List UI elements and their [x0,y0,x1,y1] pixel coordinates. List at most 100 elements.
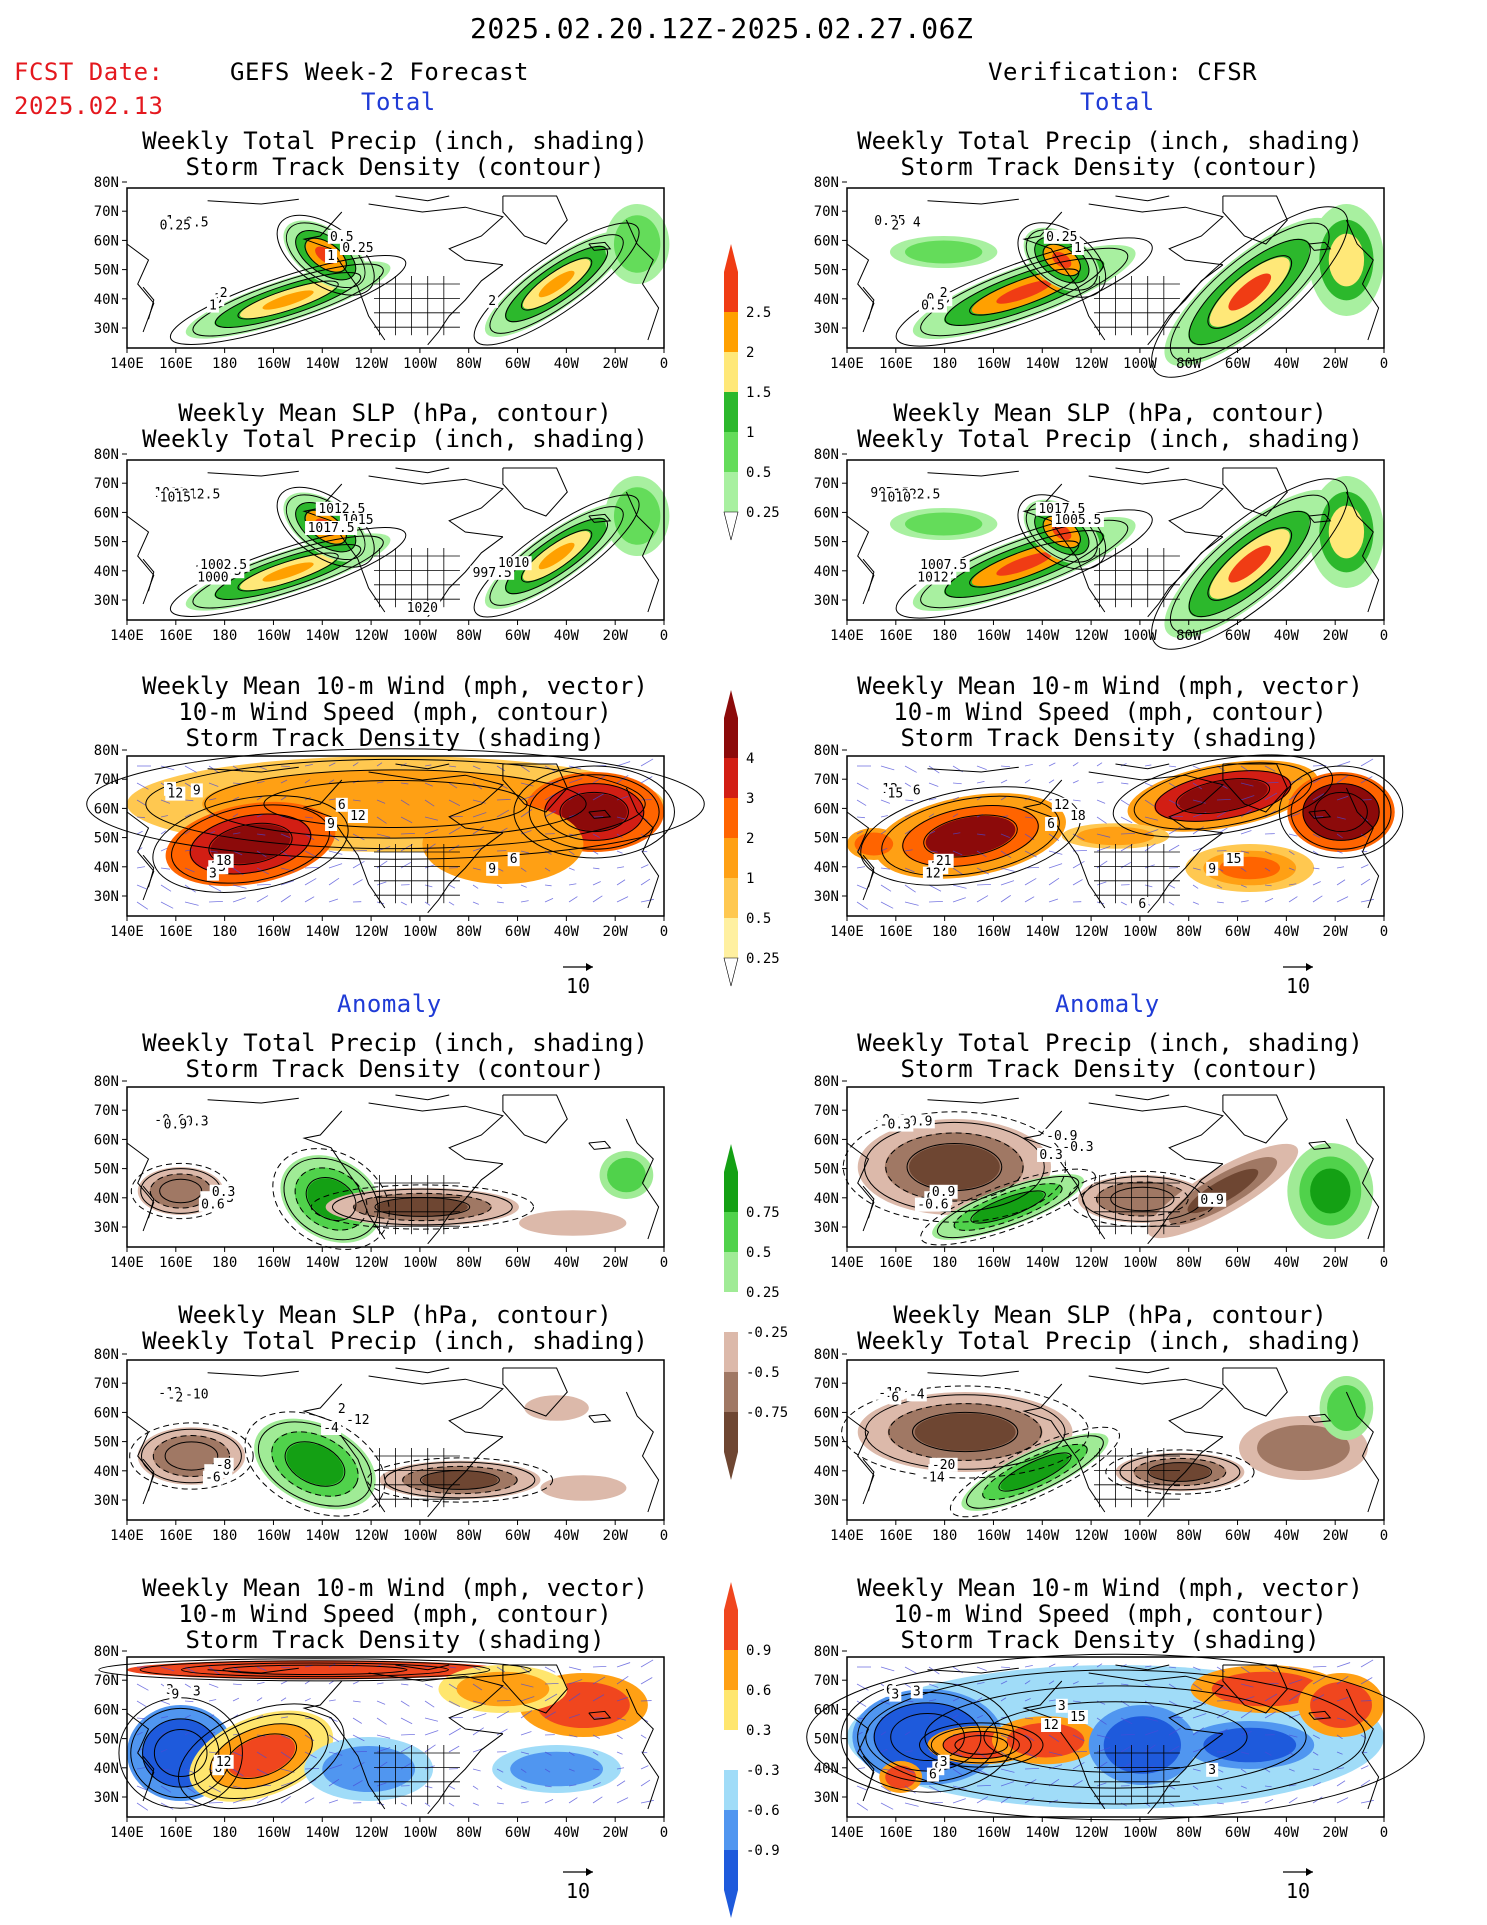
gefs-anom-wind-track-xtick-label-0: 140E [110,1825,144,1841]
gefs-anom-slp-precip-contour-1-3 [284,1441,346,1487]
gefs-anom-wind-track-wind-vector-5 [256,1666,267,1671]
gefs-anom-wind-track-wind-vector-83 [544,1711,556,1719]
cfsr-total-slp-precip-xtick-label-0: 140E [830,628,864,644]
panel-title-line: Weekly Total Precip (inch, shading) [857,1327,1363,1355]
cfsr-anom-slp-precip-contour-label-1: -4 [909,1387,925,1402]
gefs-anom-wind-track-wind-vector-13 [448,1666,457,1669]
gefs-total-precip-storm-track-ytick-label-5: 80N [94,175,119,191]
gefs-total-wind-track-frame [126,755,665,917]
gefs-total-slp-precip-contour-label-bg-6 [315,501,368,516]
colorbar-anom-track-swatch-5 [724,1650,738,1690]
cfsr-anom-slp-precip-contour-2-2 [1133,1457,1227,1487]
fcst-date-label: FCST Date: [14,58,164,86]
gefs-total-wind-track-contour-label-bg-1 [190,783,203,798]
cfsr-anom-wind-track-wind-vector-9 [1072,1663,1079,1668]
cfsr-total-wind-track-coastline-1 [1088,771,1224,834]
gefs-anom-precip-storm-track-xtick-label-2: 180 [212,1255,237,1271]
gefs-total-precip-storm-track-ytick-label-2: 50N [94,263,119,279]
gefs-anom-wind-track-wind-vector-176 [136,1802,149,1811]
panel-title-line: Weekly Total Precip (inch, shading) [857,127,1363,155]
gefs-anom-slp-precip-contour-2-2 [402,1465,518,1495]
gefs-total-precip-storm-track-xtick-label-4: 140W [305,356,339,372]
colorbar-total-track-label-4: 3 [746,791,754,807]
gefs-anom-wind-track-wind-vector-191 [496,1802,504,1805]
cfsr-anom-wind-track-contour-label-bg-4 [937,1754,950,1769]
panel-title-line: Storm Track Density (contour) [900,153,1320,181]
gefs-total-wind-track-wind-vector-177 [160,901,174,909]
cfsr-total-wind-track-wind-vector-13 [1168,765,1177,768]
cfsr-anom-wind-track-frame [846,1656,1385,1818]
cfsr-anom-wind-track-contour-0-0 [806,1653,1425,1821]
cfsr-anom-precip-storm-track-coastline-3 [1222,1094,1288,1144]
gefs-total-wind-track-wind-vector-154 [136,884,148,890]
cfsr-total-precip-storm-track-contour-label-6: 0.25 [1046,230,1077,245]
cfsr-anom-wind-track-coastline-3 [1222,1664,1288,1714]
gefs-anom-slp-precip-ytick-label-2: 50N [94,1435,119,1451]
cfsr-total-wind-track-xtick-label-6: 100W [1123,924,1157,940]
colorbar-anom-track [724,1582,738,1918]
cfsr-total-slp-precip-ytick-label-0: 30N [814,593,839,609]
cfsr-total-slp-precip-xtick-label-11: 0 [1380,628,1388,644]
gefs-anom-wind-track-wind-vector-42 [616,1675,629,1685]
cfsr-total-wind-track-wind-vector-53 [1072,799,1081,802]
gefs-anom-slp-precip-coastline-5 [588,1413,612,1423]
cfsr-total-slp-precip-ytick-label-3: 60N [814,505,839,521]
cfsr-total-wind-track-contour-label-bg-2 [885,786,906,801]
gefs-anom-wind-track-wind-vector-32 [376,1682,384,1685]
cfsr-total-precip-storm-track-coastline-4 [1345,219,1380,341]
gefs-anom-wind-track-wind-vector-69 [208,1714,215,1719]
cfsr-anom-slp-precip-contour-label-bg-5 [918,1470,947,1485]
cfsr-total-slp-precip-contour-label-7: 1005.5 [1054,513,1101,528]
cfsr-anom-precip-storm-track-contour-label-bg-4 [929,1184,958,1199]
gefs-anom-wind-track-wind-vector-172 [568,1784,577,1787]
cfsr-total-wind-track-wind-vector-182 [1000,895,1011,903]
gefs-anom-slp-precip-xtick-label-5: 120W [354,1528,388,1544]
cfsr-anom-slp-precip-contour-0-0 [841,1385,1090,1479]
cfsr-anom-wind-track-contour-label-7: 15 [1070,1710,1086,1725]
cfsr-anom-precip-storm-track-shade-4-2 [1310,1168,1351,1214]
gefs-anom-wind-track-wind-vector-90 [184,1731,191,1736]
cfsr-anom-precip-storm-track-contour-1-0 [920,1168,1096,1246]
gefs-total-precip-storm-track-contour-label-bg-6 [327,229,356,244]
cfsr-anom-precip-storm-track-coastline-8 [1115,1094,1170,1101]
gefs-total-precip-storm-track-coastline-8 [395,195,450,202]
gefs-anom-wind-track-wind-vector-167 [448,1785,456,1790]
gefs-total-wind-track-wind-vector-189 [448,901,455,906]
gefs-anom-wind-track-wind-vector-155 [160,1785,172,1793]
cfsr-total-wind-track-wind-vector-76 [1096,816,1107,824]
cfsr-anom-wind-track-wind-vector-139 [1024,1767,1040,1770]
cfsr-total-precip-storm-track-coastline-1 [1088,203,1224,266]
gefs-anom-slp-precip-contour-2-0 [366,1457,554,1503]
gefs-anom-wind-track-wind-vector-99 [400,1733,415,1736]
gefs-total-wind-track-wind-vector-99 [400,832,415,835]
gefs-total-wind-track-wind-vector-196 [616,896,629,903]
cfsr-total-wind-track-wind-vector-73 [1024,816,1034,819]
gefs-anom-wind-track-wind-vector-66 [136,1717,145,1720]
gefs-anom-slp-precip-ytick-label-5: 80N [94,1347,119,1363]
cfsr-total-wind-track-contour-1-0 [1112,754,1334,838]
cfsr-total-wind-track-wind-vector-177 [880,901,894,909]
gefs-total-precip-storm-track-contour-label-bg-9 [486,293,499,308]
gefs-total-wind-track-wind-vector-76 [376,816,387,824]
gefs-total-wind-track-wind-vector-192 [520,900,529,903]
panel-title-line: Weekly Total Precip (inch, shading) [142,1327,648,1355]
gefs-anom-wind-track-wind-vector-148 [520,1768,527,1773]
gefs-anom-wind-track-wind-vector-34 [424,1683,433,1688]
cfsr-anom-precip-storm-track-contour-0-2 [885,1132,1024,1202]
gefs-anom-wind-track-wind-vector-180 [232,1798,246,1804]
cfsr-anom-wind-track-xtick-label-11: 0 [1380,1825,1388,1841]
gefs-anom-wind-track-wind-vector-21 [640,1659,654,1668]
colorbar-anom-precip-label-0: -0.75 [746,1405,788,1421]
cfsr-anom-wind-track-wind-vector-189 [1168,1802,1175,1807]
gefs-total-wind-track-xtick-label-10: 20W [603,924,629,940]
gefs-total-slp-precip-contour-label-bg-11 [404,601,441,615]
gefs-total-wind-track-xtick-label-0: 140E [110,924,144,940]
gefs-total-wind-track-wind-vector-102 [472,826,484,835]
gefs-anom-precip-storm-track-contour-label-4: 0.3 [212,1185,235,1200]
gefs-anom-wind-track-coastline-8 [395,1664,450,1671]
cfsr-anom-wind-track-wind-vector-158 [952,1785,967,1790]
gefs-total-wind-track-wind-vector-184 [328,898,339,903]
cfsr-anom-precip-storm-track-xtick-label-10: 20W [1323,1255,1349,1271]
cfsr-anom-wind-track-wind-vector-86 [1336,1717,1346,1721]
fcst-date-value: 2025.02.13 [14,92,164,120]
